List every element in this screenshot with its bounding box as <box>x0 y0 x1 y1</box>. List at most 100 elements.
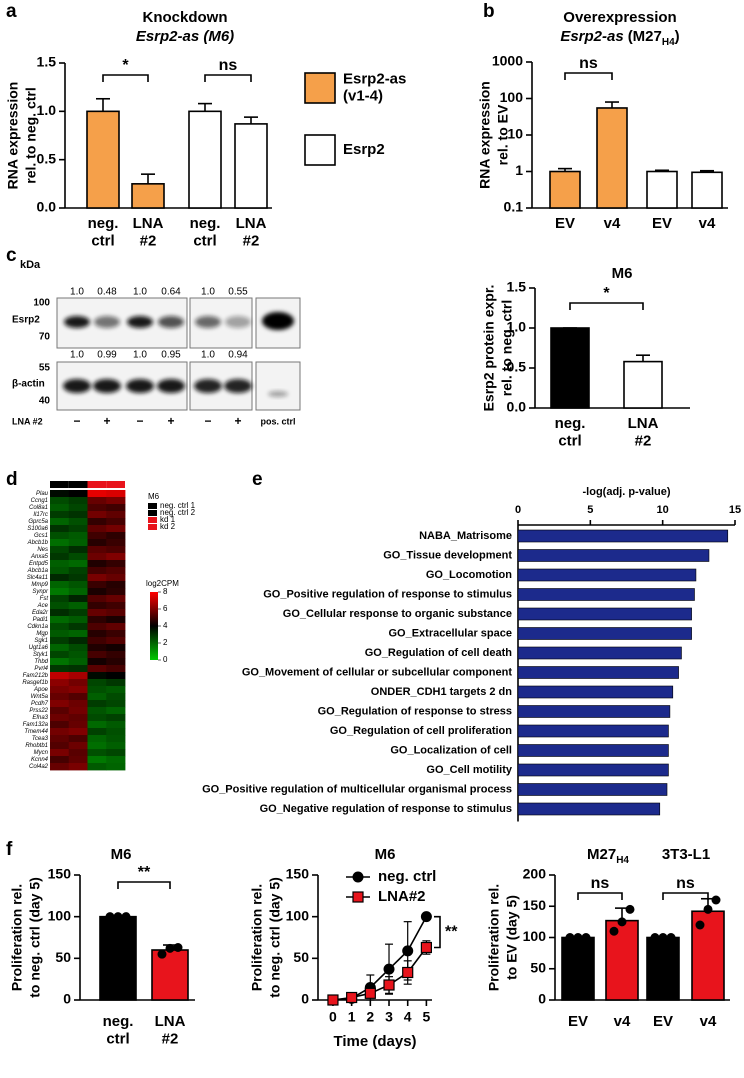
bar <box>517 568 697 582</box>
heatmap-cell <box>68 742 88 750</box>
data-point <box>157 949 167 959</box>
row-label: Tcea3 <box>32 736 49 742</box>
band-ratio: 0.48 <box>97 287 117 298</box>
y-axis-label: Proliferation rel. <box>9 884 25 991</box>
heatmap-cell <box>68 490 88 498</box>
data-point <box>105 912 115 922</box>
heatmap-cell <box>50 679 70 687</box>
row-label: Pvrl4 <box>34 666 48 672</box>
x-tick-label: neg. ctrl <box>555 415 586 449</box>
chart-subtitle: Esrp2-as (M27H4) <box>560 28 679 48</box>
blot-band <box>225 316 251 328</box>
heatmap-cell <box>68 595 88 603</box>
bar <box>561 936 595 1001</box>
y-tick-label: 50 <box>530 959 546 975</box>
heatmap-cell <box>50 539 70 547</box>
heatmap-cell <box>68 728 88 736</box>
row-label: Nes <box>37 547 48 553</box>
row-label: Pcdh7 <box>31 701 49 707</box>
heatmap-cell <box>106 560 126 568</box>
y-tick-label: GO_Positive regulation of multicellular … <box>202 783 512 795</box>
heatmap-cell <box>68 567 88 575</box>
heatmap-cell <box>50 637 70 645</box>
heatmap-cell <box>87 567 107 575</box>
heatmap-cell <box>68 497 88 505</box>
data-point <box>173 943 183 952</box>
x-tick-label: v4 <box>699 215 716 232</box>
row-label: Ugt1a6 <box>29 645 49 651</box>
subtitle-gene: Esrp2-as (M6) <box>136 28 234 45</box>
band-ratio: 1.0 <box>70 350 84 361</box>
bar <box>646 170 678 209</box>
heatmap-cell <box>87 574 107 582</box>
x-tick-label: v4 <box>614 1013 631 1030</box>
bar <box>596 107 628 209</box>
significance-bracket <box>204 74 252 82</box>
heatmap-cell <box>50 742 70 750</box>
band-ratio: 0.99 <box>97 350 117 361</box>
x-tick-label: neg. ctrl <box>88 215 119 249</box>
heatmap-cell <box>50 546 70 554</box>
heatmap-cell <box>50 504 70 512</box>
data-point <box>420 941 432 954</box>
heatmap-cell <box>50 525 70 533</box>
blot-band <box>195 316 221 328</box>
data-point <box>650 933 660 942</box>
heatmap-cell <box>106 567 126 575</box>
row-label: Ace <box>37 603 49 609</box>
heatmap-cell <box>106 525 126 533</box>
x-tick-label: EV <box>555 215 575 232</box>
row-label: Eda2r <box>32 610 49 616</box>
x-tick-label: 0 <box>515 504 521 516</box>
heatmap-cell <box>50 532 70 540</box>
significance-label: * <box>122 57 129 74</box>
y-tick-label: 100 <box>523 928 547 944</box>
significance-bracket <box>102 74 149 82</box>
row-label: Kcnn4 <box>31 757 49 763</box>
heatmap-cell <box>68 539 88 547</box>
y-tick-label: 1.0 <box>37 102 57 118</box>
heatmap-cell <box>87 525 107 533</box>
bar <box>517 607 692 621</box>
text-line: LNA <box>236 215 267 232</box>
heatmap-cell <box>50 714 70 722</box>
data-point <box>666 933 676 942</box>
row-label: Fst <box>40 596 49 602</box>
legend-title: M6 <box>148 492 160 501</box>
heatmap-cell <box>50 511 70 519</box>
heatmap-cell <box>87 721 107 729</box>
y-tick-label: GO_Movement of cellular or subcellular c… <box>242 666 513 678</box>
x-axis-label: Time (days) <box>333 1033 416 1050</box>
bar <box>131 183 165 209</box>
row-label: Efna3 <box>32 715 48 721</box>
x-tick-label: neg. ctrl <box>190 215 221 249</box>
heatmap-cell <box>68 623 88 631</box>
heatmap-cell <box>68 686 88 694</box>
row-label: Mmp9 <box>31 582 48 588</box>
heatmap-cell <box>106 497 126 505</box>
heatmap-cell <box>106 735 126 743</box>
heatmap-cell <box>106 714 126 722</box>
heatmap-cell <box>50 707 70 715</box>
data-point <box>327 994 339 1006</box>
lane-sign: + <box>234 414 241 428</box>
heatmap-cell <box>106 693 126 701</box>
bar <box>517 529 729 543</box>
y-tick-label: GO_Regulation of response to stress <box>318 705 512 717</box>
heatmap-cell <box>68 665 88 673</box>
row-label: Padi1 <box>33 617 48 623</box>
row-label: Fam212b <box>23 673 49 679</box>
row-label: Rhobtb1 <box>25 743 48 749</box>
y-tick-label: 10 <box>507 126 523 142</box>
y-tick-label: GO_Extracellular space <box>388 627 512 639</box>
bar <box>517 802 661 816</box>
y-tick-label: GO_Cell motility <box>426 764 512 776</box>
text-line: LNA <box>628 415 659 432</box>
bar <box>517 685 674 699</box>
heatmap-cell <box>87 756 107 764</box>
y-axis-label: rel. to neg. ctrl <box>499 300 515 396</box>
y-axis-label: rel. to EV <box>495 104 511 165</box>
heatmap-cell <box>68 693 88 701</box>
y-tick-label: NABA_Matrisome <box>419 530 512 542</box>
heatmap-cell <box>50 574 70 582</box>
